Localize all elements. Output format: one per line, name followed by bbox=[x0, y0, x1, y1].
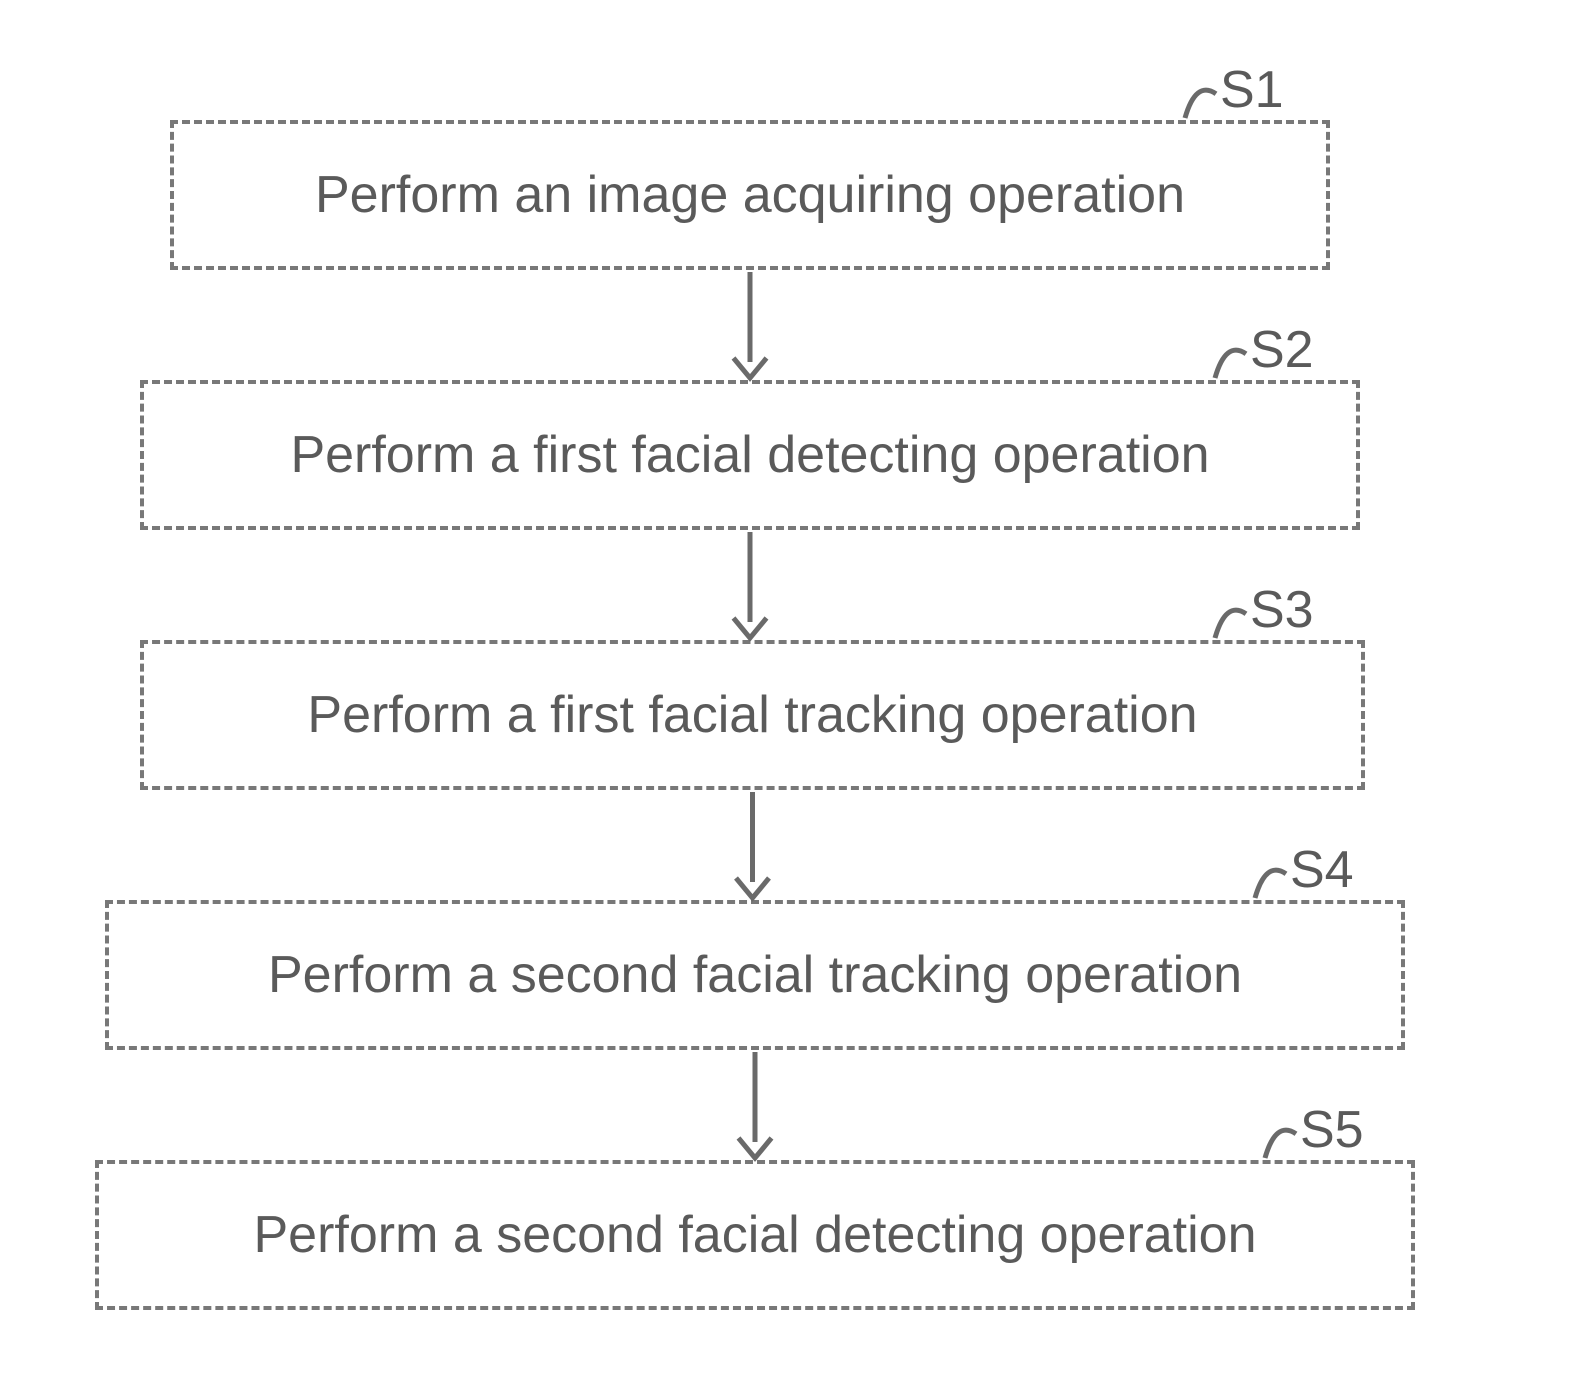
flowchart-canvas: Perform an image acquiring operationS1Pe… bbox=[0, 0, 1578, 1390]
flowchart-arrow-s4-s5 bbox=[0, 0, 1578, 1390]
